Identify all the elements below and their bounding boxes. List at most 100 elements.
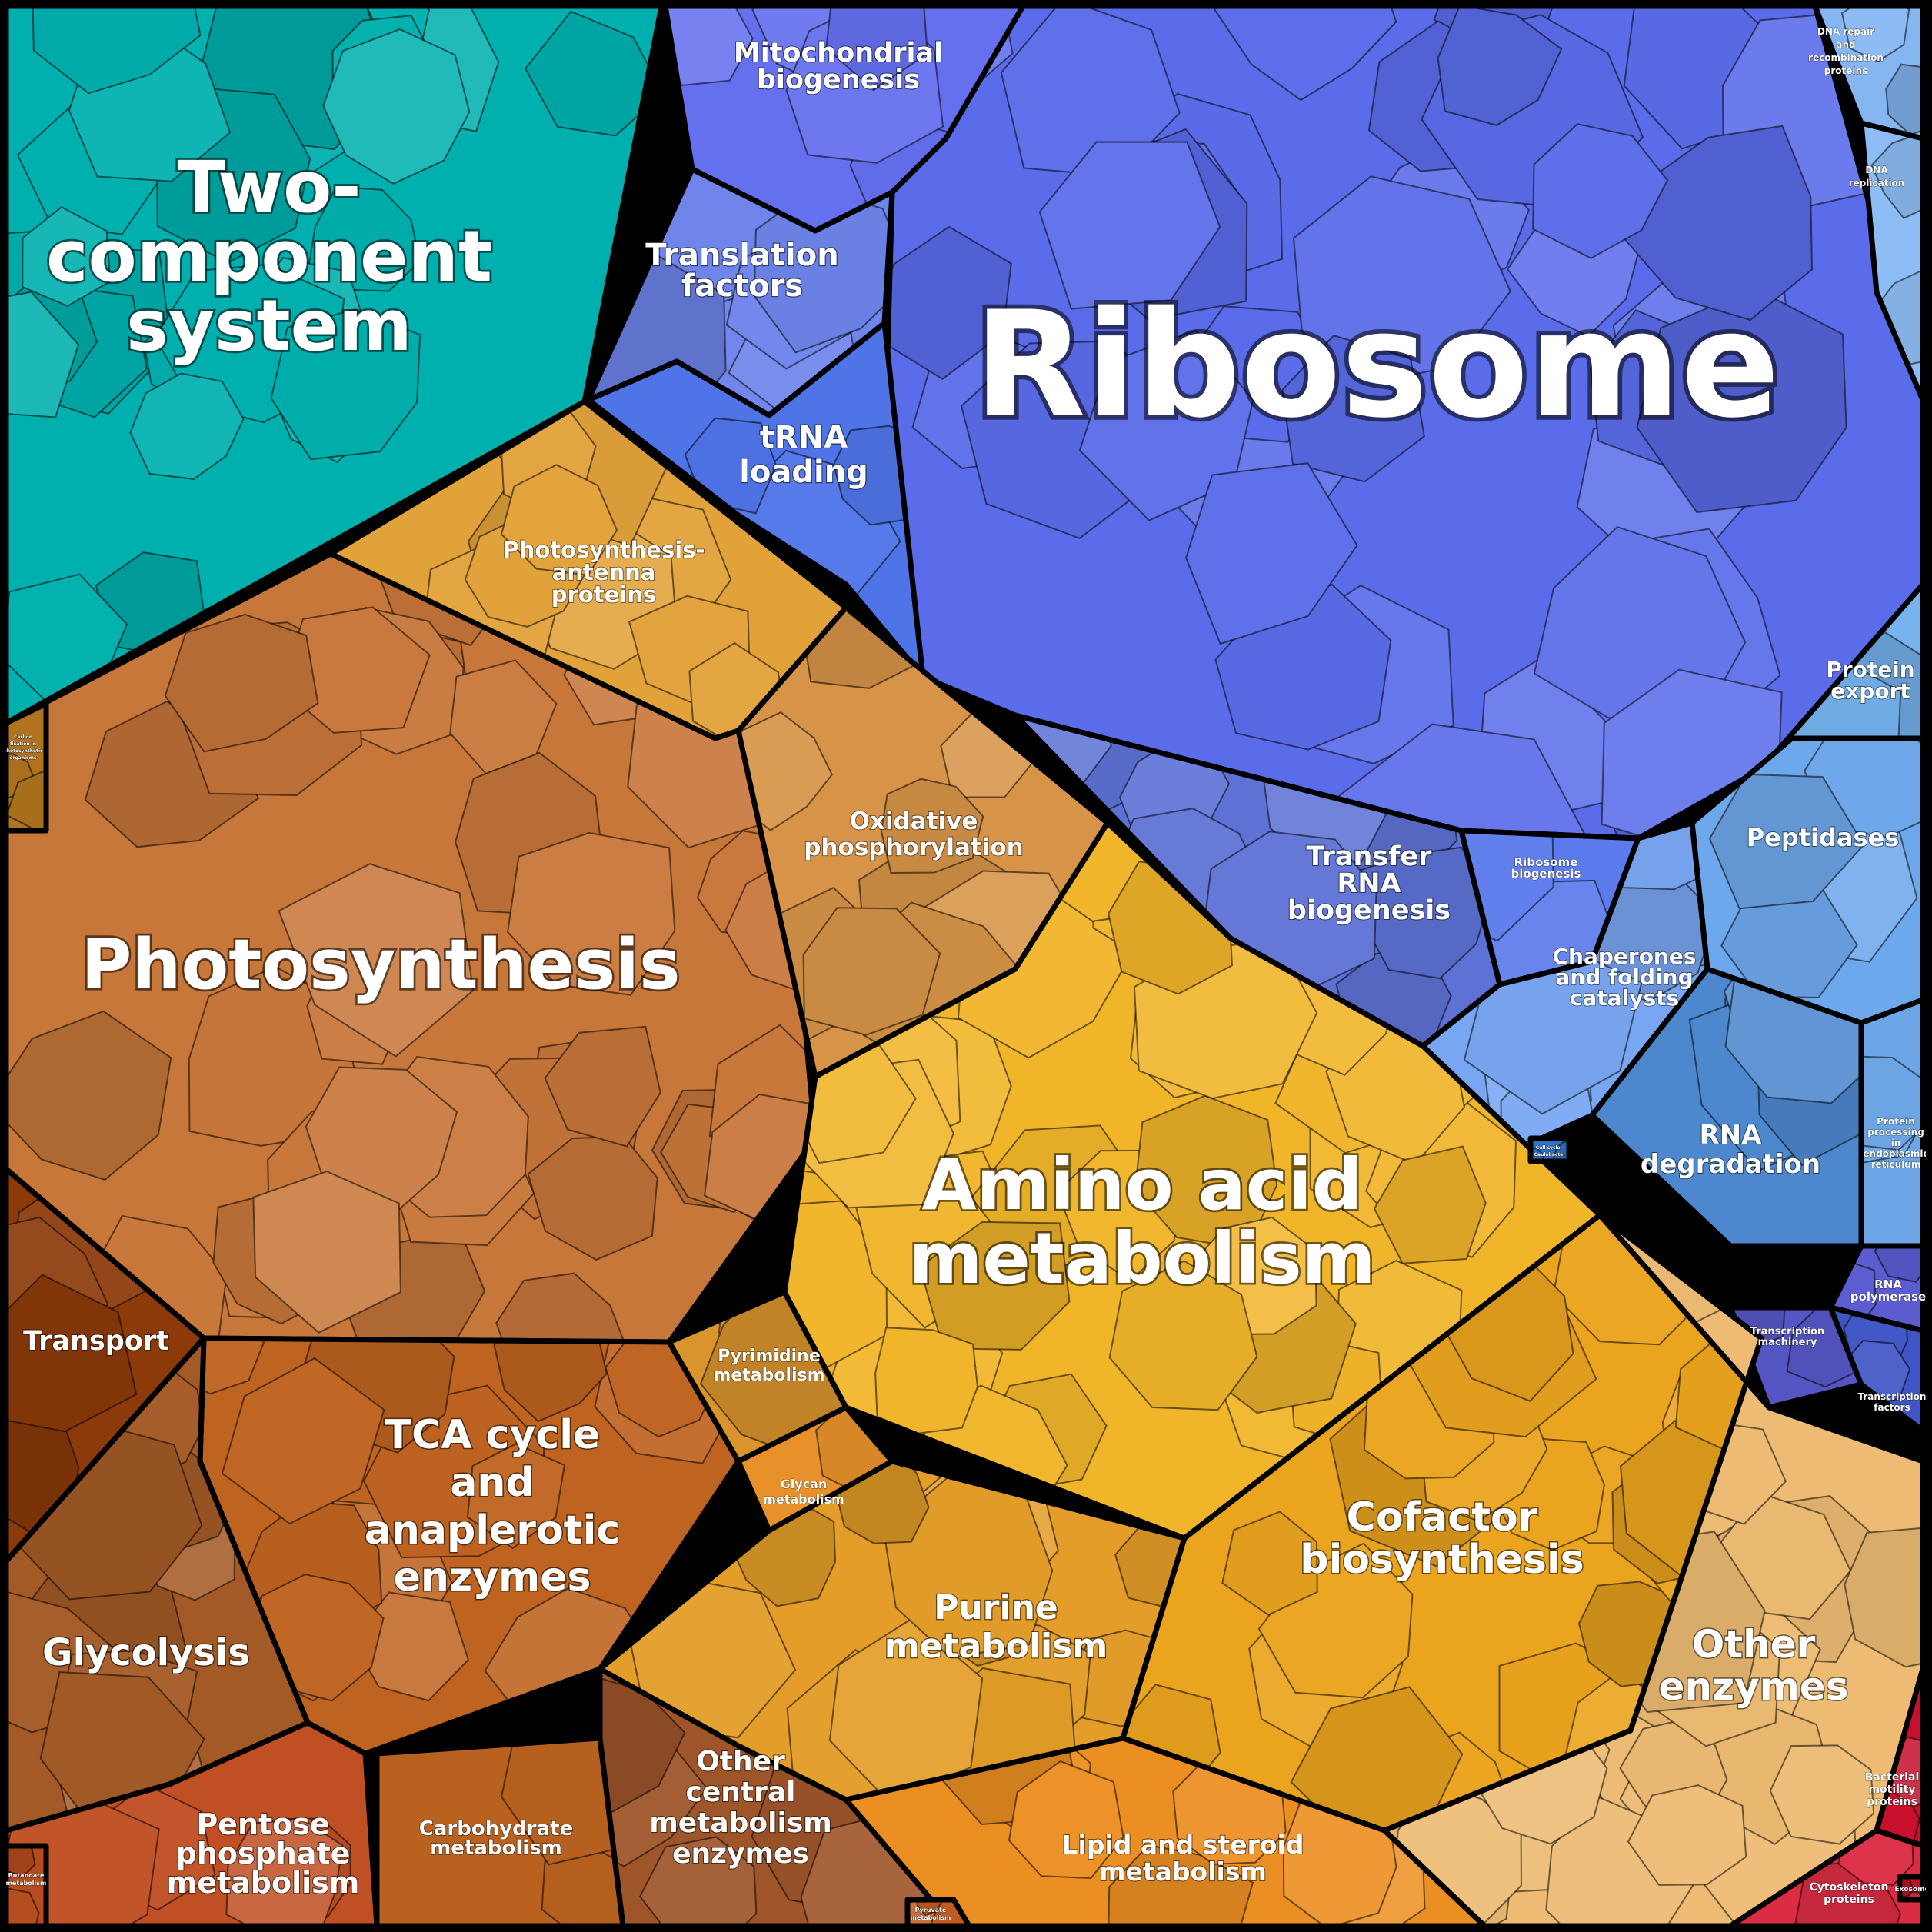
protein-cell[interactable] (0, 291, 80, 418)
region-dna-repair[interactable] (1812, 0, 1932, 142)
protein-cell[interactable] (1337, 723, 1590, 921)
region-border (1527, 1135, 1572, 1164)
protein-cell[interactable] (1373, 1145, 1487, 1264)
region-label-line: proteins (551, 581, 656, 608)
region-peptidases[interactable] (1689, 717, 1932, 1026)
region-label-transcription-factors: Transcription factors (1858, 1391, 1927, 1413)
protein-cell[interactable] (164, 613, 319, 753)
protein-cell[interactable] (466, 1443, 566, 1550)
region-label-line: export (1830, 678, 1910, 704)
protein-cell[interactable] (1281, 335, 1425, 483)
region-label-bacterial-motility: Bacterial motility proteins (1865, 1771, 1920, 1808)
region-two-component[interactable] (0, 0, 665, 726)
region-lipid[interactable] (843, 1708, 1487, 1932)
protein-cell[interactable] (1885, 63, 1932, 136)
region-label-line: metabolism (911, 1914, 951, 1921)
protein-cell[interactable] (154, 1292, 265, 1395)
protein-cell[interactable] (507, 831, 676, 996)
region-other-central[interactable] (544, 1666, 980, 1932)
protein-cell[interactable] (0, 1401, 80, 1533)
region-label-protein-processing: Protein processing in endoplasmic reticulum (1863, 1116, 1928, 1170)
protein-cell[interactable] (129, 372, 245, 480)
region-label-line: Other (1692, 1622, 1816, 1667)
region-carbon-fixation[interactable] (0, 701, 78, 834)
region-label-line: Glycolysis (42, 1631, 250, 1674)
protein-cell[interactable] (225, 1817, 344, 1932)
region-amino-acid[interactable] (731, 748, 1603, 1541)
protein-cell[interactable] (1870, 132, 1932, 219)
protein-cell[interactable] (22, 206, 112, 308)
region-label-line: Transfer (1307, 841, 1433, 872)
region-label-line: Protein (1826, 657, 1914, 682)
protein-cell[interactable] (0, 1887, 40, 1932)
region-label-line: Oxidative (850, 808, 978, 835)
region-label-line: degradation (1641, 1149, 1820, 1180)
protein-cell[interactable] (1840, 0, 1910, 63)
region-label-line: photosynthetic (3, 748, 43, 754)
region-label-glycolysis: Glycolysis (42, 1631, 250, 1674)
protein-cell[interactable] (278, 863, 475, 1058)
protein-cell[interactable] (1627, 1784, 1747, 1886)
protein-cell[interactable] (825, 0, 928, 92)
region-exosome[interactable] (1894, 1874, 1926, 1907)
region-label-ribosome-biogenesis: Ribosome biogenesis (1511, 855, 1581, 881)
protein-cell[interactable] (1532, 123, 1669, 259)
region-label-line: biogenesis (757, 65, 920, 95)
protein-cell[interactable] (1038, 141, 1221, 310)
protein-cell[interactable] (500, 464, 618, 576)
region-dna-replication[interactable] (1858, 120, 1932, 403)
region-label-line: anaplerotic (365, 1507, 620, 1554)
protein-cell[interactable] (874, 1327, 979, 1434)
region-label-antenna: Photosynthesis-antenna proteins (502, 537, 705, 608)
protein-cell[interactable] (1108, 1260, 1258, 1411)
protein-cell[interactable] (1769, 1744, 1875, 1845)
protein-cell[interactable] (639, 1836, 758, 1932)
protein-cell[interactable] (731, 1200, 888, 1374)
protein-cell[interactable] (1825, 1055, 1928, 1151)
protein-cell[interactable] (0, 1274, 138, 1433)
protein-cell[interactable] (322, 28, 471, 185)
protein-cell[interactable] (221, 1357, 385, 1525)
region-label-line: endoplasmic (1863, 1148, 1928, 1159)
region-label-carbohydrate: Carbohydrate metabolism (419, 1817, 573, 1860)
protein-cell[interactable] (544, 1025, 661, 1148)
protein-cell[interactable] (1437, 5, 1563, 126)
protein-cell[interactable] (0, 1010, 172, 1181)
protein-cell[interactable] (753, 187, 912, 354)
region-label-line: Cofactor (1347, 1494, 1538, 1541)
region-label-line: factors (681, 268, 803, 304)
protein-cell[interactable] (495, 1272, 630, 1401)
region-label-line: enzymes (672, 1838, 809, 1870)
protein-cell[interactable] (1354, 846, 1492, 980)
region-transport[interactable] (0, 1166, 207, 1564)
region-mitochondrial[interactable] (645, 0, 1026, 234)
protein-cell[interactable] (1185, 462, 1358, 645)
protein-cell[interactable] (524, 10, 663, 137)
protein-cell[interactable] (1844, 1527, 1932, 1668)
protein-cell[interactable] (1422, 788, 1554, 942)
region-label-line: antenna (552, 559, 656, 585)
protein-cell[interactable] (252, 1171, 401, 1334)
protein-cell[interactable] (493, 1301, 608, 1423)
protein-cell[interactable] (1107, 1844, 1254, 1932)
protein-cell[interactable] (880, 778, 984, 874)
protein-cell[interactable] (1078, 329, 1254, 521)
protein-cell[interactable] (1221, 1511, 1318, 1616)
protein-cell[interactable] (802, 907, 941, 1036)
region-label-line: central (686, 1777, 796, 1808)
protein-cell[interactable] (6, 768, 78, 831)
protein-cell[interactable] (828, 1617, 984, 1800)
protein-cell[interactable] (270, 308, 421, 461)
protein-cell[interactable] (544, 1674, 686, 1817)
region-cell-cycle[interactable] (1522, 1135, 1581, 1172)
protein-cell[interactable] (1636, 287, 1847, 514)
protein-cell[interactable] (1214, 0, 1397, 102)
protein-cell[interactable] (1008, 1760, 1124, 1880)
region-label-dna-repair: DNA repair and recombination proteins (1808, 26, 1884, 76)
protein-cell[interactable] (1624, 125, 1814, 321)
region-pentose[interactable] (0, 1720, 380, 1932)
protein-cell[interactable] (918, 1221, 1071, 1351)
region-label-pyrimidine: Pyrimidine metabolism (713, 1347, 824, 1385)
